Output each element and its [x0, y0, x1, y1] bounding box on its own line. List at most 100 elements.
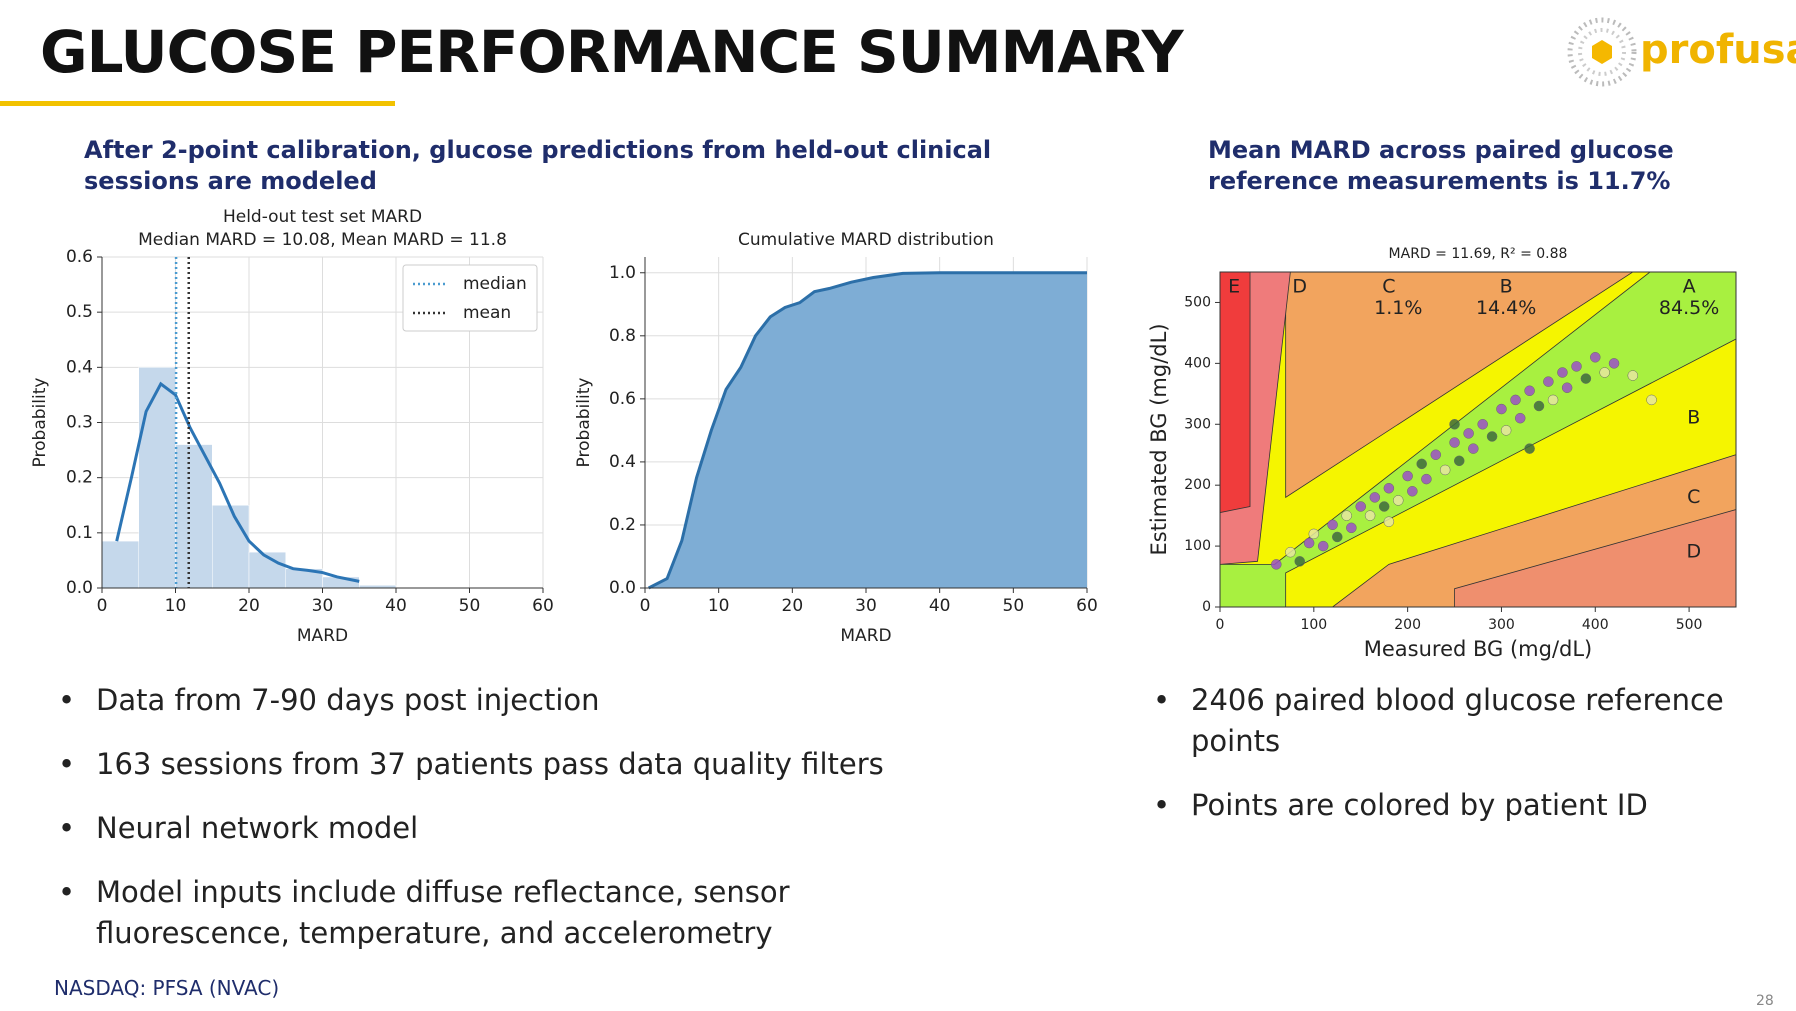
x-axis-label: MARD	[297, 626, 348, 646]
left-bullets: Data from 7-90 days post injection 163 s…	[58, 680, 918, 977]
point	[1439, 464, 1451, 476]
y-tick-label: 1.0	[609, 263, 636, 283]
zone-share: 14.4%	[1476, 297, 1536, 319]
zone-label: D	[1686, 541, 1701, 563]
legend-box	[402, 264, 538, 332]
legend-label: mean	[463, 303, 511, 323]
y-tick-label: 0.5	[66, 302, 93, 322]
right-heading: Mean MARD across paired glucose referenc…	[1208, 136, 1674, 195]
point	[1341, 510, 1352, 521]
zone-d	[1454, 509, 1736, 607]
point	[1317, 540, 1329, 552]
y-tick-label: 0.1	[66, 523, 93, 543]
y-axis-label: Probability	[30, 378, 50, 468]
y-tick-label: 0.6	[66, 247, 93, 267]
point	[1364, 510, 1376, 521]
x-axis-label: Measured BG (mg/dL)	[1364, 637, 1593, 661]
y-axis-label: Probability	[574, 378, 594, 468]
x-tick-label: 50	[459, 596, 481, 616]
x-tick-label: 200	[1394, 617, 1421, 633]
title-underline	[0, 101, 395, 106]
zone-label: C	[1687, 486, 1700, 508]
point	[1590, 352, 1601, 363]
point	[1514, 412, 1526, 424]
point	[1449, 419, 1460, 430]
bar	[175, 444, 213, 589]
y-tick-label: 200	[1184, 477, 1211, 493]
y-tick-label: 0.2	[66, 468, 93, 488]
point	[1332, 531, 1343, 543]
bar	[212, 505, 250, 589]
point	[1271, 559, 1282, 570]
area-line	[647, 271, 1087, 590]
point	[1453, 455, 1465, 467]
y-tick-label: 0.0	[609, 578, 636, 598]
point	[1327, 519, 1338, 531]
bullet: Neural network model	[58, 808, 918, 849]
point	[1599, 367, 1610, 378]
x-tick-label: 0	[97, 596, 108, 616]
bullet: Data from 7-90 days post injection	[58, 680, 918, 721]
zone-label: C	[1382, 276, 1395, 298]
zone-share: 84.5%	[1659, 297, 1719, 319]
point	[1524, 385, 1535, 397]
point	[1524, 443, 1535, 454]
y-tick-label: 0.4	[609, 452, 636, 472]
point	[1543, 376, 1554, 387]
point	[1646, 394, 1657, 406]
x-tick-label: 10	[708, 596, 730, 616]
point	[1346, 522, 1357, 534]
point	[1571, 361, 1582, 372]
point	[1486, 431, 1498, 442]
x-tick-label: 60	[532, 596, 554, 616]
y-tick-label: 0.3	[66, 413, 93, 433]
point	[1407, 486, 1418, 497]
right-bullets: 2406 paired blood glucose reference poin…	[1153, 680, 1773, 849]
point	[1383, 516, 1395, 527]
point	[1402, 470, 1413, 482]
point	[1580, 373, 1592, 384]
x-tick-label: 20	[238, 596, 260, 616]
point	[1561, 382, 1573, 393]
point	[1557, 367, 1568, 378]
point	[1421, 473, 1432, 485]
point	[1393, 495, 1404, 506]
x-tick-label: 10	[165, 596, 187, 616]
x-tick-label: 20	[782, 596, 804, 616]
x-tick-label: 40	[385, 596, 407, 616]
x-tick-label: 60	[1076, 596, 1098, 616]
point	[1608, 358, 1620, 369]
point	[1496, 403, 1507, 415]
page-number: 28	[1756, 993, 1774, 1009]
y-tick-label: 500	[1184, 294, 1211, 310]
point	[1627, 370, 1639, 381]
chart-title: Held-out test set MARD	[223, 207, 422, 227]
point	[1533, 400, 1545, 412]
x-tick-label: 30	[312, 596, 334, 616]
point	[1500, 425, 1512, 436]
slide-title: GLUCOSE PERFORMANCE SUMMARY	[40, 18, 1184, 86]
legend-label: median	[463, 274, 527, 294]
point	[1468, 443, 1479, 454]
y-tick-label: 0	[1202, 599, 1211, 615]
logo: profusa	[1567, 17, 1796, 87]
chart-title: Cumulative MARD distribution	[738, 230, 994, 250]
footer-ticker: NASDAQ: PFSA (NVAC)	[54, 976, 280, 1000]
bar	[101, 540, 139, 589]
y-tick-label: 0.4	[66, 357, 93, 377]
y-tick-label: 0.8	[609, 326, 636, 346]
bullet: Points are colored by patient ID	[1153, 785, 1773, 826]
x-tick-label: 30	[855, 596, 877, 616]
point	[1449, 437, 1460, 448]
zone-label: B	[1687, 407, 1700, 429]
density-line	[115, 381, 360, 583]
point	[1303, 537, 1315, 549]
axes-frame	[1219, 271, 1737, 608]
x-tick-label: 100	[1300, 617, 1327, 633]
y-tick-label: 400	[1184, 355, 1211, 371]
zone-label: B	[1500, 276, 1513, 298]
x-tick-label: 500	[1676, 617, 1703, 633]
point	[1369, 492, 1381, 503]
